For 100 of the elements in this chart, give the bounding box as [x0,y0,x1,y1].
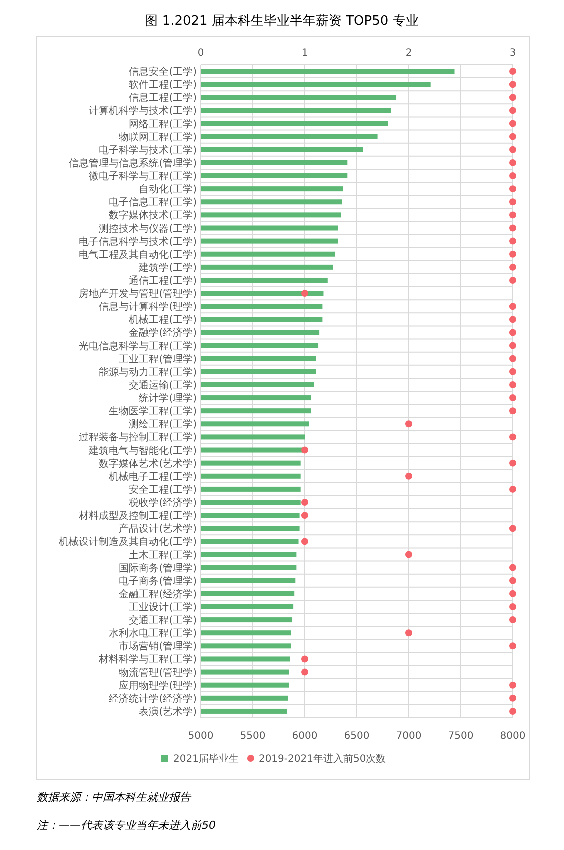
point [510,316,516,324]
point [510,186,516,193]
point [510,603,516,610]
point [510,342,516,350]
point [510,381,516,388]
point [510,238,516,245]
y-tick-label: 材料科学与工程(工学) [98,654,198,666]
y-tick-label: 应用物理学(理学) [119,680,198,692]
y-tick-label: 税收学(经济学) [129,497,198,510]
point [406,472,412,480]
x2-tick-label: 2 [406,48,412,59]
point [510,616,516,624]
point [510,708,516,715]
y-tick-label: 交通工程(工学) [129,614,198,627]
point [510,694,516,702]
point [302,656,308,663]
point [510,394,516,402]
y-tick-label: 信息安全(工学) [129,66,198,78]
point [510,408,516,415]
legend-label: 2021届毕业生 [174,753,239,765]
point [302,668,308,676]
point [510,329,516,336]
point [510,250,516,258]
point [510,276,516,284]
text: 注：——代表该专业当年未进入前50 [37,819,216,832]
point [510,172,516,180]
chart-title: 图 1.2021 届本科生毕业半年薪资 TOP50 专业 [145,14,419,29]
point [510,94,516,102]
y-tick-label: 测绘工程(工学) [129,418,198,431]
y-tick-label: 水利水电工程(工学) [109,628,198,640]
point [510,355,516,362]
y-tick-label: 信息与计算科学(理学) [99,301,198,314]
x2-tick-label: 1 [302,48,308,59]
y-tick-label: 过程装备与控制工程(工学) [79,432,198,444]
y-tick-label: 电子信息工程(工学) [109,196,198,209]
point [510,81,516,88]
x-tick-label: 6500 [344,731,370,742]
point [510,133,516,140]
x-tick-label: 7000 [396,731,422,742]
point [510,146,516,154]
y-tick-label: 软件工程(工学) [129,79,198,92]
point [302,512,308,520]
point [510,264,516,271]
y-tick-label: 数字媒体技术(工学) [109,210,198,222]
point [510,564,516,572]
y-tick-label: 测控技术与仪器(工学) [99,222,198,235]
point [510,460,516,467]
y-tick-label: 表演(艺术学) [139,706,198,718]
point [510,590,516,598]
y-tick-label: 交通运输(工学) [129,379,198,392]
y-tick-label: 工业设计(工学) [129,601,198,614]
y-tick-label: 建筑学(工学) [138,262,198,274]
y-tick-label: 电子信息科学与技术(工学) [79,236,198,248]
point [406,551,412,558]
point [510,368,516,376]
y-tick-label: 电子科学与技术(工学) [99,144,198,156]
point [302,499,308,506]
y-tick-label: 电子商务(管理学) [119,575,198,588]
y-tick-label: 金融工程(经济学) [119,588,198,600]
point [510,525,516,532]
y-tick-label: 光电信息科学与工程(工学) [79,340,198,352]
point [510,434,516,441]
point [510,212,516,219]
point [510,682,516,689]
y-tick-label: 工业工程(管理学) [119,353,198,366]
y-tick-label: 房地产开发与管理(管理学) [79,288,198,300]
x-tick-label: 5000 [188,731,214,742]
y-tick-label: 微电子科学与工程(工学) [89,170,198,183]
x-tick-label: 8000 [500,731,526,742]
legend-label: 2019-2021年进入前50次数 [258,753,386,765]
y-tick-label: 产品设计(艺术学) [119,523,198,536]
y-tick-label: 电气工程及其自动化(工学) [79,248,198,261]
y-tick-label: 统计学(理学) [139,392,198,405]
point [510,198,516,206]
y-tick-label: 信息工程(工学) [129,92,198,104]
point [406,630,412,637]
x-tick-label: 5500 [240,731,266,742]
x2-tick-label: 0 [198,48,204,59]
y-tick-label: 金融学(经济学) [129,327,198,340]
point [510,107,516,114]
y-tick-label: 安全工程(工学) [129,484,198,496]
y-tick-label: 自动化(工学) [139,184,198,196]
y-tick-label: 机械工程(工学) [129,314,198,326]
y-tick-label: 机械设计制造及其自动化(工学) [59,536,198,548]
y-tick-label: 通信工程(工学) [129,274,198,287]
y-tick-label: 能源与动力工程(工学) [99,366,198,378]
point [510,120,516,128]
y-tick-label: 数字媒体艺术(艺术学) [99,458,198,470]
y-tick-label: 信息管理与信息系统(管理学) [69,157,198,170]
point [510,577,516,584]
point [406,420,412,428]
point [302,538,308,546]
y-tick-label: 网络工程(工学) [129,118,198,130]
y-tick-label: 机械电子工程(工学) [109,470,198,483]
x-tick-label: 6000 [292,731,318,742]
y-tick-label: 经济统计学(经济学) [109,692,198,705]
y-tick-label: 生物医学工程(工学) [109,406,198,418]
point [510,486,516,493]
x-tick-label: 7500 [448,731,474,742]
y-tick-label: 土木工程(工学) [129,549,198,562]
